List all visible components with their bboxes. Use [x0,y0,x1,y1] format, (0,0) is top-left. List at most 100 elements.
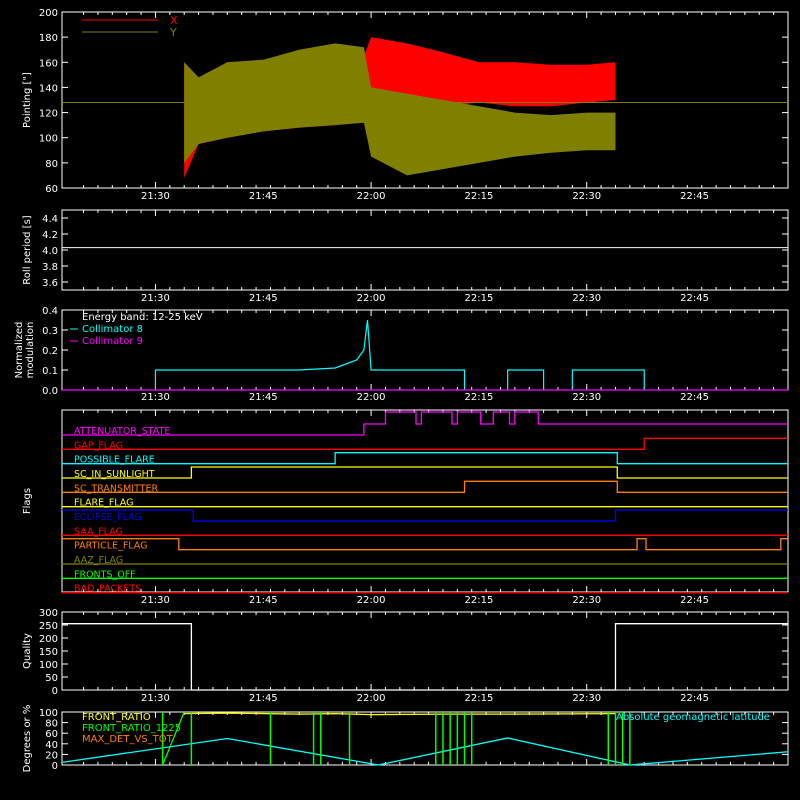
x-tick-label: 21:30 [141,595,170,606]
legend-label: Collimator 9 [82,336,143,347]
geomagnetic-latitude-annotation: Absolute geomagnetic latitude [616,712,770,723]
x-tick-label: 22:30 [572,293,601,304]
y-tick-label: 0.4 [42,306,58,317]
legend-label: FRONT_RATIO [82,712,151,723]
series-collimator-8-line [571,369,645,390]
flag-label-sc-in-sunlight: SC_IN_SUNLIGHT [74,469,155,480]
flag-trace-eclipse-flag [62,509,788,522]
x-tick-label: 22:00 [357,693,386,704]
y-tick-label: 0.3 [42,326,58,337]
flag-label-attenuator-state: ATTENUATOR_STATE [74,426,170,437]
y-axis-label: Pointing ["] [22,72,33,128]
x-tick-label: 22:15 [464,693,493,704]
y-tick-label: 4.0 [42,246,58,257]
y-axis-label: modulation [25,322,36,379]
series-collimator-8-line [154,319,466,390]
panel-4: 21:30 21:45 22:00 22:15 22:30 22:45 Flags ATTEN… [22,409,789,606]
x-tick-label: 21:45 [249,595,278,606]
x-tick-label: 22:15 [464,595,493,606]
x-tick-label: 22:15 [464,191,493,202]
y-tick-label: 200 [39,8,58,19]
flag-label-fronts-off: FRONTS_OFF [74,569,136,580]
x-tick-label: 22:00 [357,191,386,202]
flag-label-sc-transmitter: SC_TRANSMITTER [74,483,159,494]
y-tick-label: 20 [45,750,58,761]
y-tick-label: 3.8 [42,262,58,273]
flag-trace-sc-transmitter [62,480,788,493]
x-tick-label: 22:45 [680,191,709,202]
y-tick-label: 4.4 [42,214,58,225]
x-tick-label: 22:30 [572,595,601,606]
x-tick-label: 22:30 [572,191,601,202]
flag-trace-particle-flag [62,538,788,551]
y-tick-label: 200 [39,634,58,645]
y-tick-label: 140 [39,83,58,94]
flag-trace-gap-flag [62,437,788,450]
flag-trace-attenuator-state [62,411,788,436]
y-tick-label: 40 [45,740,58,751]
flag-label-eclipse-flag: ECLIPSE_FLAG [74,512,142,523]
quality-line [62,623,788,691]
flag-label-aaz-flag: AAZ_FLAG [74,555,123,566]
plot-frame [61,209,789,291]
flag-trace-possible-flare [62,452,788,465]
y-tick-label: 150 [39,647,58,658]
x-tick-label: 21:30 [141,693,170,704]
series-collimator-8-line [507,369,545,390]
x-tick-label: 22:45 [680,293,709,304]
y-tick-label: 80 [45,159,58,170]
y-tick-label: 80 [45,719,58,730]
flag-label-bad-packets: BAD_PACKETS [74,584,141,595]
y-tick-label: 60 [45,184,58,195]
series-y-band [184,43,616,176]
y-axis-label: Flags [22,488,33,514]
y-tick-label: 180 [39,33,58,44]
y-tick-label: 100 [39,134,58,145]
y-tick-label: 0.2 [42,346,58,357]
y-axis-label: Quality [22,633,33,669]
y-tick-label: 0.1 [42,366,58,377]
y-tick-label: 0 [52,761,58,772]
y-tick-label: 120 [39,109,58,120]
x-tick-label: 21:30 [141,392,170,403]
flag-label-gap-flag: GAP_FLAG [74,440,123,451]
plot-frame [61,11,789,189]
y-tick-label: 300 [39,608,58,619]
plot-frame [61,409,789,593]
x-tick-label: 21:30 [141,191,170,202]
y-axis-label: Degrees or % [22,705,33,773]
flag-label-flare-flag: FLARE_FLAG [74,498,134,509]
y-tick-label: 60 [45,729,58,740]
x-tick-label: 22:30 [572,693,601,704]
y-tick-label: 160 [39,58,58,69]
legend-label: FRONT_RATIO_1225 [82,723,181,734]
panel-1: 21:30 21:45 22:00 22:15 22:30 22:45 60 80 100 120… [22,8,789,202]
legend-label-x: X [170,14,178,27]
x-tick-label: 21:45 [249,392,278,403]
flag-label-possible-flare: POSSIBLE_FLARE [74,455,155,466]
x-tick-label: 21:45 [249,293,278,304]
x-tick-label: 22:15 [464,293,493,304]
y-tick-label: 50 [45,673,58,684]
x-tick-label: 22:45 [680,392,709,403]
x-tick-label: 22:00 [357,595,386,606]
x-tick-label: 22:00 [357,392,386,403]
series-front-ratio [184,712,616,716]
y-tick-label: 4.2 [42,230,58,241]
x-tick-label: 22:00 [357,293,386,304]
y-tick-label: 0.0 [42,386,58,397]
panel-3: 21:30 21:45 22:00 22:15 22:30 22:45 0.0 0.1 0.2 0… [14,306,789,403]
legend-label: Collimator 8 [82,324,143,335]
legend-label-y: Y [169,26,177,39]
legend-label: MAX_DET_VS_TOT [82,734,174,745]
panel-2: 21:30 21:45 22:00 22:15 22:30 22:45 3.6 3.8 4.0 4… [22,209,789,304]
flag-trace-sc-in-sunlight [62,466,788,479]
x-tick-label: 21:30 [141,293,170,304]
x-tick-label: 22:15 [464,392,493,403]
y-axis-label: Roll period [s] [22,215,33,284]
x-tick-label: 21:45 [249,191,278,202]
panel-5: 21:30 21:45 22:00 22:15 22:30 22:45 0 50 100 150 2… [22,608,789,704]
x-tick-label: 22:30 [572,392,601,403]
